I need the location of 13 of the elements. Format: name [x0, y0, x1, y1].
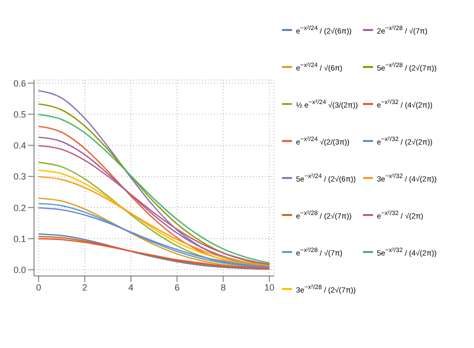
y-tick-label: 0.5 — [13, 109, 26, 120]
x-tick-label: 10 — [264, 282, 274, 292]
x-tick-label: 6 — [174, 282, 180, 292]
x-tick-label: 2 — [82, 282, 88, 292]
y-tick-label: 0.2 — [13, 202, 26, 213]
y-tick-label: 0.3 — [13, 172, 26, 182]
x-tick-label: 4 — [128, 282, 134, 292]
y-tick-label: 0.4 — [13, 140, 26, 151]
y-tick-label: 0.1 — [13, 234, 26, 244]
x-tick-label: 0 — [36, 282, 42, 292]
y-tick-label: 0.6 — [13, 78, 26, 88]
y-tick-label: 0.0 — [13, 264, 26, 275]
x-tick-label: 8 — [220, 282, 226, 292]
